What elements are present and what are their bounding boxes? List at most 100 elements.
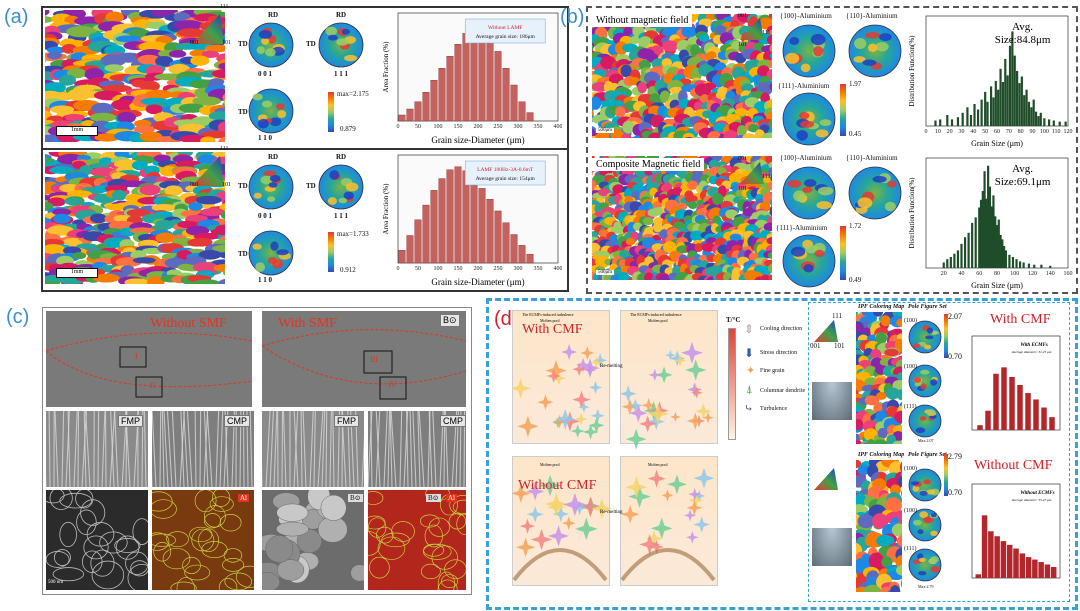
bar <box>470 178 478 264</box>
x-axis-label: Grain Size (μm) <box>971 139 1023 148</box>
fine-grain <box>582 424 599 440</box>
bar <box>994 80 997 126</box>
bar <box>1011 31 1014 126</box>
legend-stress: Stress direction <box>760 350 798 356</box>
pole-figure <box>908 364 942 398</box>
grain <box>698 34 710 42</box>
panel-b-box <box>586 6 1078 294</box>
bar <box>1058 121 1061 126</box>
x-tick-label: 110 <box>1052 129 1061 135</box>
scale-bar-b1-label: 500μm <box>598 128 613 133</box>
grain <box>890 585 901 592</box>
grain <box>90 162 112 169</box>
x-tick-label: 300 <box>514 124 523 130</box>
bar <box>486 39 494 122</box>
scale-bar-a1: 1mm <box>56 126 98 136</box>
bar <box>971 222 974 268</box>
pole-a2-td-2: TD <box>306 182 316 190</box>
grain <box>104 64 124 72</box>
fine-grain <box>647 413 665 431</box>
melt-pool-right <box>262 329 466 400</box>
pole-a2-110: 1 1 0 <box>258 276 272 284</box>
bar <box>1034 111 1038 126</box>
bar <box>953 253 956 268</box>
grain <box>900 490 902 497</box>
bar <box>1009 376 1015 430</box>
fine-grain <box>561 343 578 361</box>
x-tick-label: 350 <box>534 266 543 272</box>
d-right-with-cmf: With CMF <box>990 312 1051 327</box>
fine-grain <box>688 487 702 501</box>
ebsd-map-b1 <box>592 14 772 138</box>
plot-frame <box>397 12 559 122</box>
min-a1: 0.879 <box>340 125 356 133</box>
d-remelt-2: Re-melting <box>600 510 623 515</box>
grain <box>223 48 225 52</box>
grain <box>133 125 155 134</box>
grain <box>766 134 772 138</box>
grain <box>895 564 902 576</box>
fine-grain <box>593 353 608 368</box>
bar <box>510 234 518 264</box>
bar <box>949 257 952 268</box>
grain <box>113 214 130 222</box>
grain <box>224 33 225 37</box>
c-region-IV: IV <box>388 380 397 389</box>
fine-grain <box>554 408 576 430</box>
ipf-b2-001: 001 <box>738 156 747 162</box>
x-axis-label: Grain Size (μm) <box>971 281 1023 290</box>
pole-figure <box>248 164 294 210</box>
bar <box>406 108 414 122</box>
legend-cooling-icon: ⇕ <box>744 322 755 336</box>
grain <box>682 132 695 138</box>
d-weld-1 <box>812 382 852 420</box>
grain <box>213 263 225 273</box>
bar <box>1022 262 1025 268</box>
grain <box>672 187 683 195</box>
grain <box>862 584 882 592</box>
x-tick-label: 100 <box>1040 129 1049 135</box>
grain <box>684 136 694 138</box>
x-tick-label: 90 <box>1030 129 1036 135</box>
d-pole-title-1: Pole Figure Set <box>908 304 947 310</box>
title-b1-box: Without magnetic field <box>592 14 693 27</box>
fine-grain <box>588 380 603 395</box>
bar <box>961 112 964 126</box>
grain <box>681 25 698 38</box>
fine-grain <box>619 385 637 403</box>
grain <box>101 84 132 93</box>
grain <box>621 133 632 138</box>
grain <box>625 237 636 246</box>
avg-value: Size:84.8μm <box>995 34 1051 46</box>
bar <box>993 373 999 430</box>
bar <box>510 84 518 122</box>
grain <box>64 197 82 206</box>
grain <box>94 133 121 142</box>
grain <box>218 62 225 70</box>
grain <box>212 244 225 253</box>
c-scale: 500 nm <box>48 580 64 585</box>
panel-c-box <box>42 307 472 595</box>
bar <box>985 198 988 268</box>
bar <box>1047 119 1051 126</box>
bar <box>518 101 526 122</box>
colorbar-d2 <box>944 454 948 496</box>
grain <box>188 202 203 211</box>
bar <box>406 235 414 264</box>
grain <box>880 315 891 327</box>
grain <box>762 192 772 205</box>
bar <box>1013 55 1016 126</box>
x-tick-label: 160 <box>1064 271 1073 277</box>
bar <box>1037 116 1040 126</box>
fine-grain <box>621 398 638 415</box>
grain <box>712 193 724 206</box>
grain <box>155 55 174 67</box>
chart-title: With ECMFs <box>1020 343 1048 348</box>
grain <box>592 44 594 52</box>
avg-title: Avg. <box>1012 21 1033 33</box>
grain <box>218 136 225 142</box>
d-pole1-100a: (100) <box>904 318 917 324</box>
x-tick-label: 40 <box>970 129 976 135</box>
grain <box>79 165 94 176</box>
grain <box>202 130 225 139</box>
